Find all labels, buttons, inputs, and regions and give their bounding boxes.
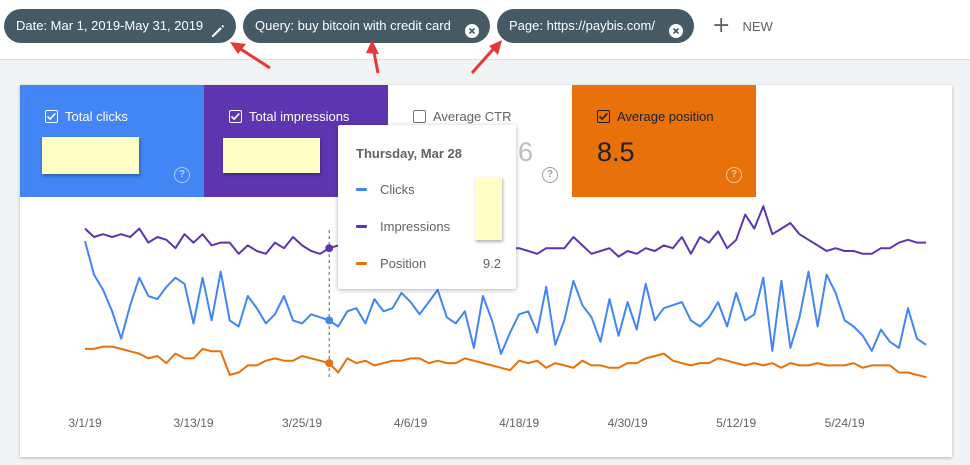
plus-icon: + [712,13,731,38]
x-tick-label: 4/30/19 [608,416,648,430]
query-filter-chip[interactable]: Query: buy bitcoin with credit card [243,9,490,43]
page-filter-chip[interactable]: Page: https://paybis.com/ [497,9,694,43]
arrow-head [366,40,379,54]
annotation-arrows [230,40,502,74]
page-filter-label: Page: https://paybis.com/ [509,18,655,33]
metric-label: Average CTR [433,109,512,124]
pencil-icon[interactable] [210,18,226,37]
x-tick-label: 3/1/19 [68,416,102,430]
metric-average-position[interactable]: Average position 8.5 ? [572,85,756,197]
tooltip-value: 9.2 [482,256,501,271]
arrow-head [230,42,246,54]
metric-label: Total impressions [249,109,350,124]
checkbox-checked-icon[interactable] [597,110,610,123]
series-line-position [85,345,927,379]
checkbox-checked-icon[interactable] [229,110,242,123]
new-filter-label: NEW [742,18,773,34]
date-filter-chip[interactable]: Date: Mar 1, 2019-May 31, 2019 [4,9,236,43]
series-line-clicks [84,240,927,355]
hover-point-impressions [325,244,334,253]
tooltip-label: Impressions [380,219,451,234]
redaction-note [42,137,139,174]
series-swatch [356,188,367,191]
redaction-note [475,177,502,240]
new-filter-button[interactable]: + NEW [712,14,773,38]
tooltip-row-impressions: Impressions [356,219,501,235]
checkbox-unchecked-icon[interactable] [413,110,426,123]
help-icon[interactable]: ? [542,167,558,183]
tooltip-row-position: Position 9.2 [356,256,501,272]
close-circle-icon[interactable] [668,18,684,38]
help-icon[interactable]: ? [174,167,190,183]
filter-bar: Date: Mar 1, 2019-May 31, 2019 Query: bu… [0,0,970,60]
x-tick-label: 3/25/19 [282,416,322,430]
tooltip-label: Position [380,256,427,271]
metric-label: Average position [617,109,714,124]
x-tick-label: 5/24/19 [825,416,865,430]
series-swatch [356,262,367,265]
tooltip-label: Clicks [380,182,415,197]
help-icon[interactable]: ? [726,167,742,183]
date-filter-label: Date: Mar 1, 2019-May 31, 2019 [16,18,204,33]
x-tick-label: 5/12/19 [716,416,756,430]
metric-value-fragment: 6 [518,137,534,167]
hover-point-clicks [325,316,334,325]
series-swatch [356,225,367,228]
hover-point-position [325,359,334,368]
tooltip-date: Thursday, Mar 28 [356,146,462,161]
x-tick-label: 3/13/19 [174,416,214,430]
metric-value: 8.5 [597,137,635,167]
query-filter-label: Query: buy bitcoin with credit card [255,18,451,33]
checkbox-checked-icon[interactable] [45,110,58,123]
arrow-head [489,40,502,55]
metric-label: Total clicks [65,109,128,124]
x-tick-label: 4/6/19 [394,416,428,430]
x-tick-label: 4/18/19 [499,416,539,430]
redaction-note [223,138,320,173]
tooltip-row-clicks: Clicks [356,182,501,198]
chart-tooltip: Thursday, Mar 28 Clicks Impressions Posi… [338,125,516,289]
annotation-arrow [235,44,498,74]
close-circle-icon[interactable] [464,18,480,38]
